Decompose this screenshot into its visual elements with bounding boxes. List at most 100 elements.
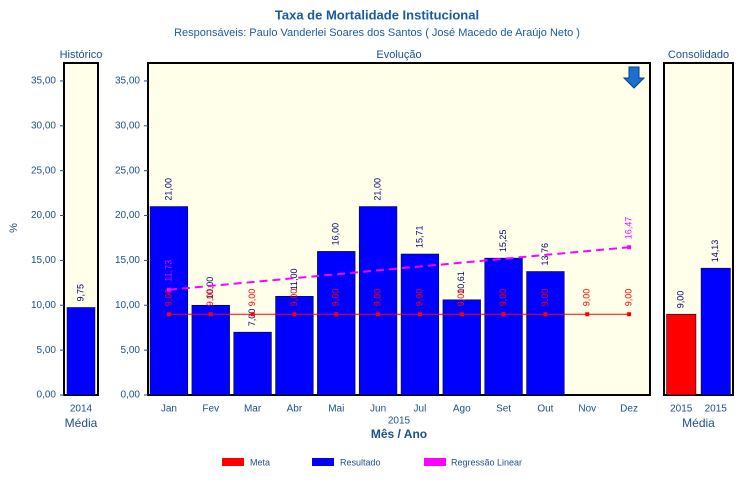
bar (700, 267, 731, 396)
bar (275, 295, 314, 396)
bar (233, 331, 272, 396)
x-tick-label: Mar (244, 404, 262, 415)
chart-subtitle: Responsáveis: Paulo Vanderlei Soares dos… (174, 27, 580, 39)
x-tick-label: Set (496, 404, 511, 415)
value-label: 9,00 (163, 289, 173, 307)
y-tick-label: 25,00 (31, 165, 56, 176)
point-marker (627, 245, 632, 250)
point-marker (543, 312, 548, 317)
y-tick-label: 20,00 (115, 210, 140, 221)
value-label: 16,47 (623, 217, 633, 240)
point-marker (334, 312, 339, 317)
point-marker (166, 287, 171, 292)
y-tick-label: 35,00 (115, 76, 140, 87)
value-label: 10,61 (456, 271, 466, 294)
bar (484, 257, 523, 396)
bar (526, 271, 565, 396)
value-label: 10,00 (205, 277, 215, 300)
plots: Histórico% 0,00 5,00 10,00 15,00 20,00 25,00 30… (8, 49, 734, 441)
value-label: 21,00 (163, 178, 173, 201)
y-tick-label: 30,00 (115, 120, 140, 131)
x-tick-label: Dez (620, 404, 638, 415)
y-tick-label: 35,00 (31, 76, 56, 87)
value-label: 14,13 (710, 240, 720, 263)
legend-swatch (312, 458, 334, 466)
chart-title: Taxa de Mortalidade Institucional (275, 7, 479, 22)
point-marker (501, 312, 506, 317)
point-marker (166, 312, 171, 317)
value-label: 9,00 (247, 289, 257, 307)
value-label: 9,00 (205, 289, 215, 307)
value-label: 9,00 (540, 289, 550, 307)
point-marker (376, 312, 381, 317)
panel-title: Consolidado (668, 49, 729, 61)
y-axis-label: % (8, 223, 20, 233)
plot-area (147, 62, 651, 396)
x-axis-label: Média (682, 416, 715, 430)
bar (149, 206, 189, 396)
panel-title: Evolução (376, 49, 421, 61)
x-tick-label: Nov (578, 404, 596, 415)
x-tick-label: Jan (161, 404, 177, 415)
value-label: 9,00 (498, 289, 508, 307)
value-label: 9,00 (676, 291, 686, 309)
x-tick-label: Mai (328, 404, 344, 415)
value-label: 9,75 (75, 284, 85, 302)
y-tick-label: 10,00 (115, 300, 140, 311)
download-arrow-icon[interactable] (622, 66, 646, 89)
y-tick-label: 0,00 (121, 390, 141, 401)
x-axis-label: Média (65, 416, 98, 430)
x-tick-label: 2014 (70, 404, 93, 415)
value-label: 15,71 (414, 226, 424, 249)
bar (191, 304, 230, 396)
x-axis-label: Mês / Ano (371, 427, 427, 441)
point-marker (292, 312, 297, 317)
value-label: 15,25 (498, 230, 508, 253)
x-tick-label: Fev (202, 404, 219, 415)
y-tick-label: 5,00 (37, 345, 57, 356)
panel-title: Histórico (60, 49, 103, 61)
value-label: 9,00 (414, 289, 424, 307)
value-label: 9,00 (372, 289, 382, 307)
legend-swatch (424, 458, 446, 466)
y-tick-label: 15,00 (31, 255, 56, 266)
value-label: 7,00 (247, 309, 257, 327)
bar (317, 251, 356, 396)
x-tick-label: 2015 (670, 404, 693, 415)
value-label: 21,00 (372, 178, 382, 201)
point-marker (459, 312, 464, 317)
bar (400, 253, 440, 396)
point-marker (417, 312, 422, 317)
legend-label: Meta (250, 457, 270, 467)
x-tick-label: Abr (287, 404, 303, 415)
value-label: 9,00 (289, 289, 299, 307)
legend-swatch (222, 458, 244, 466)
value-label: 9,00 (623, 289, 633, 307)
point-marker (627, 312, 632, 317)
value-label: 11,73 (163, 260, 173, 282)
point-marker (250, 312, 255, 317)
y-tick-label: 15,00 (115, 255, 140, 266)
point-marker (585, 312, 590, 317)
x-tick-label: 2015 (705, 404, 728, 415)
x-tick-label: Ago (453, 404, 471, 415)
x-tick-label: Jul (414, 404, 427, 415)
bar (358, 206, 398, 396)
value-label: 9,00 (582, 289, 592, 307)
value-label: 9,00 (456, 289, 466, 307)
bar (666, 313, 697, 396)
y-tick-label: 10,00 (31, 300, 56, 311)
value-label: 16,00 (331, 223, 341, 246)
value-label: 9,00 (331, 289, 341, 307)
x-tick-label: Out (537, 404, 553, 415)
x-group-label: 2015 (388, 416, 411, 427)
legend-label: Regressão Linear (451, 457, 522, 467)
y-tick-label: 5,00 (121, 345, 141, 356)
x-tick-label: Jun (370, 404, 386, 415)
value-label: 11,00 (289, 268, 299, 290)
legend-label: Resultado (340, 457, 381, 467)
bar (66, 307, 96, 396)
point-marker (208, 312, 213, 317)
